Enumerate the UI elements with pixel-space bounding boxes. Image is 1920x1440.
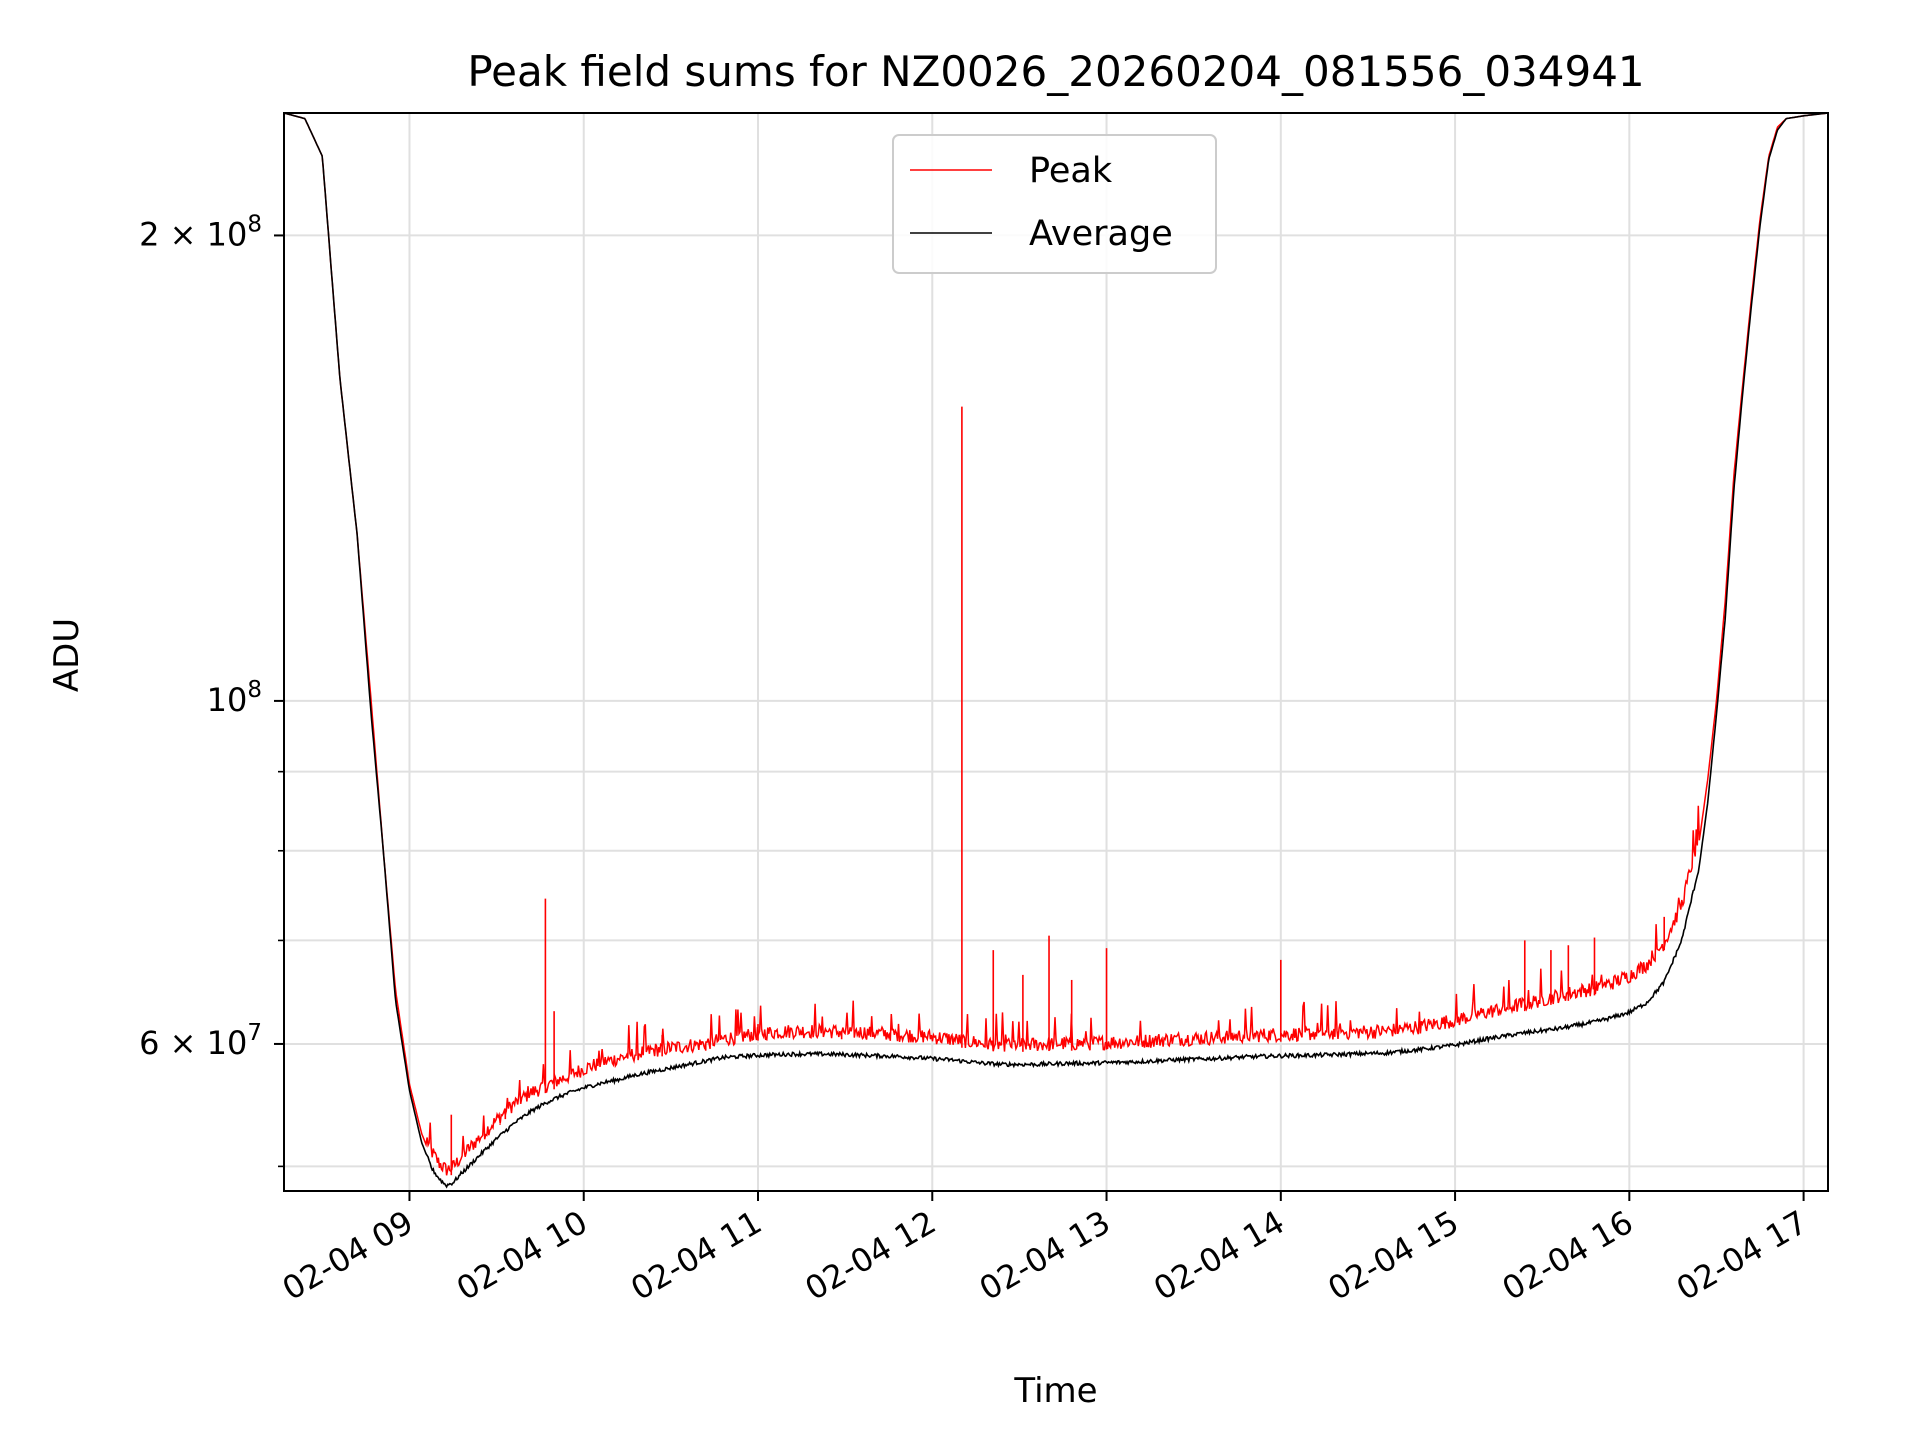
plot-frame <box>283 112 1829 1192</box>
peak-series-line <box>284 113 1828 1176</box>
series-layer <box>284 113 1828 1189</box>
x-axis-label: Time <box>1013 1371 1097 1411</box>
average-series-line <box>284 113 1828 1189</box>
chart-title: Peak field sums for NZ0026_20260204_0815… <box>467 47 1644 96</box>
legend: Peak Average <box>892 134 1217 274</box>
legend-peak-label: Peak <box>1029 151 1113 191</box>
y-axis: 6 × 107 108 2 × 108 <box>139 211 284 1168</box>
y-tick-label: 2 × 108 <box>139 211 262 253</box>
y-tick-label: 108 <box>207 677 262 719</box>
legend-average-label: Average <box>1029 214 1173 254</box>
y-axis-label: ADU <box>47 618 87 692</box>
y-tick-label: 6 × 107 <box>139 1020 262 1062</box>
plot-area <box>284 113 1828 1189</box>
